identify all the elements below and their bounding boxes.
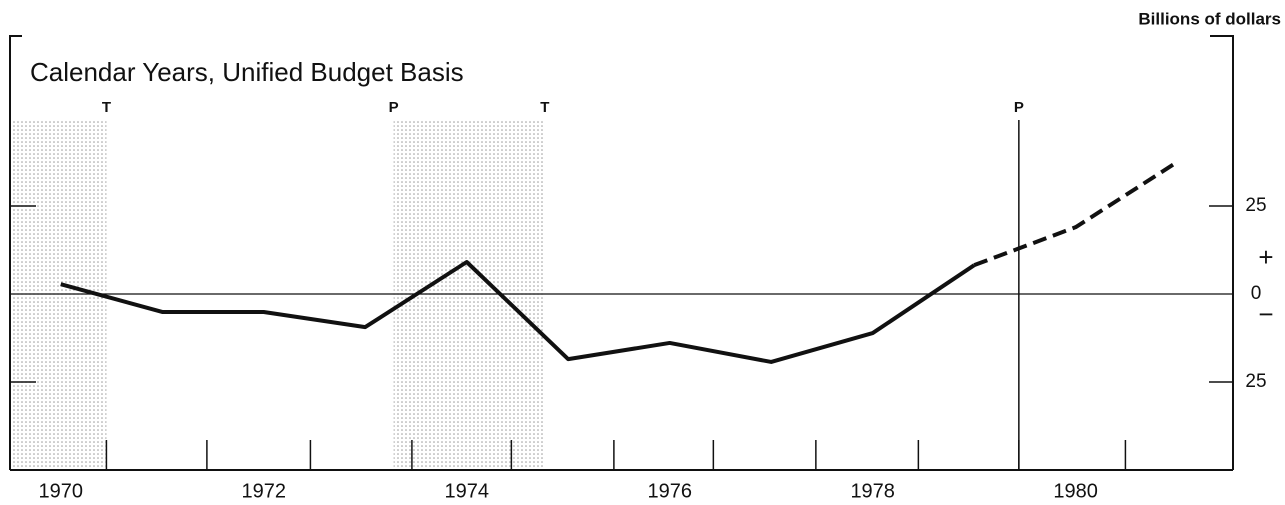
cycle-label: P (1014, 99, 1024, 116)
series-line (60, 260, 976, 364)
sign-minus: − (1258, 299, 1273, 329)
y-axis-label: Billions of dollars (1138, 9, 1281, 28)
cycle-label: P (389, 99, 399, 116)
x-tick-label: 1972 (241, 480, 286, 502)
x-tick-label: 1976 (647, 480, 692, 502)
x-tick-label: 1980 (1053, 480, 1098, 502)
y-tick-label: 0 (1251, 283, 1262, 304)
shading (10, 120, 545, 470)
recession-shade (10, 120, 107, 470)
sign-plus: + (1258, 242, 1273, 272)
y-tick-label: 25 (1245, 371, 1266, 392)
x-tick-label: 1978 (850, 480, 895, 502)
cycle-label: T (102, 99, 111, 116)
chart-title: Calendar Years, Unified Budget Basis (30, 57, 464, 87)
cycle-label: T (540, 99, 549, 116)
x-tick-label: 1974 (444, 480, 489, 502)
x-tick-label: 1970 (38, 480, 83, 502)
y-tick-label: 25 (1245, 195, 1266, 216)
projected-line (973, 160, 1179, 268)
